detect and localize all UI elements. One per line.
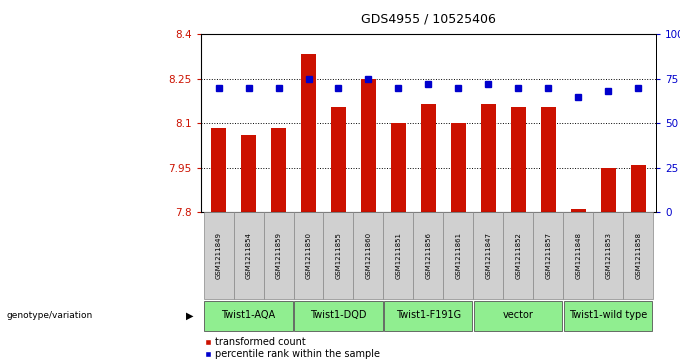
Text: GSM1211852: GSM1211852 [515, 232, 522, 280]
Bar [631, 165, 646, 212]
Text: GSM1211853: GSM1211853 [605, 232, 611, 280]
Text: GSM1211849: GSM1211849 [216, 232, 222, 280]
Bar [211, 128, 226, 212]
Text: genotype/variation: genotype/variation [7, 311, 93, 320]
Text: Twist1-F191G: Twist1-F191G [396, 310, 461, 320]
Bar [294, 301, 383, 330]
Bar [421, 104, 436, 212]
Text: ▶: ▶ [186, 311, 194, 321]
Bar [451, 123, 466, 212]
Text: GSM1211850: GSM1211850 [305, 232, 311, 280]
Bar [600, 168, 615, 212]
Bar [473, 212, 503, 299]
Bar [205, 301, 292, 330]
Bar [624, 212, 653, 299]
Bar [233, 212, 264, 299]
Bar [271, 128, 286, 212]
Bar [391, 123, 406, 212]
Text: vector: vector [503, 310, 534, 320]
Bar [533, 212, 563, 299]
Bar [241, 135, 256, 212]
Text: GSM1211861: GSM1211861 [456, 232, 461, 280]
Bar [563, 212, 593, 299]
Bar [361, 79, 376, 212]
Text: Twist1-wild type: Twist1-wild type [569, 310, 647, 320]
Text: GSM1211859: GSM1211859 [275, 232, 282, 280]
Bar [541, 107, 556, 212]
Bar [324, 212, 354, 299]
Bar [564, 301, 652, 330]
Bar [474, 301, 562, 330]
Bar [301, 54, 316, 212]
Bar [331, 107, 346, 212]
Text: GSM1211847: GSM1211847 [486, 232, 492, 280]
Bar [443, 212, 473, 299]
Legend: transformed count, percentile rank within the sample: transformed count, percentile rank withi… [205, 337, 380, 359]
Bar [384, 212, 413, 299]
Text: Twist1-DQD: Twist1-DQD [310, 310, 367, 320]
Bar [354, 212, 384, 299]
Text: GSM1211855: GSM1211855 [335, 232, 341, 280]
Bar [413, 212, 443, 299]
Text: GSM1211857: GSM1211857 [545, 232, 551, 280]
Text: GSM1211856: GSM1211856 [426, 232, 431, 280]
Text: GDS4955 / 10525406: GDS4955 / 10525406 [361, 12, 496, 25]
Text: GSM1211848: GSM1211848 [575, 232, 581, 280]
Text: GSM1211854: GSM1211854 [245, 232, 252, 280]
Bar [571, 209, 585, 212]
Text: GSM1211858: GSM1211858 [635, 232, 641, 280]
Bar [593, 212, 624, 299]
Bar [203, 212, 233, 299]
Bar [503, 212, 533, 299]
Bar [294, 212, 324, 299]
Bar [481, 104, 496, 212]
Text: GSM1211851: GSM1211851 [396, 232, 401, 280]
Bar [384, 301, 473, 330]
Bar [511, 107, 526, 212]
Text: Twist1-AQA: Twist1-AQA [222, 310, 275, 320]
Text: GSM1211860: GSM1211860 [365, 232, 371, 280]
Bar [264, 212, 294, 299]
